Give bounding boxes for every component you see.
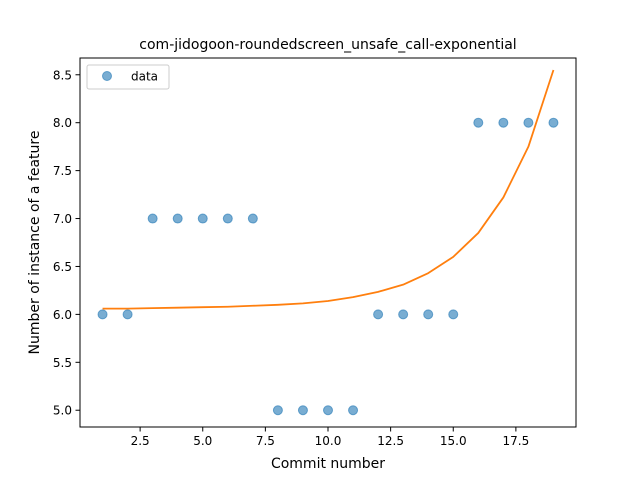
y-tick-label: 6.0 (53, 308, 72, 322)
chart-title: com-jidogoon-roundedscreen_unsafe_call-e… (139, 37, 516, 53)
x-tick-label: 5.0 (193, 434, 212, 448)
data-point (297, 405, 308, 416)
data-point (272, 405, 283, 416)
y-axis-label: Number of instance of a feature (27, 131, 43, 355)
data-point (172, 213, 183, 224)
y-tick-label: 7.5 (53, 164, 72, 178)
legend: data (86, 64, 170, 90)
x-tick-label: 10.0 (315, 434, 342, 448)
x-tick-label: 12.5 (377, 434, 404, 448)
data-point (548, 117, 559, 128)
legend-box (86, 64, 170, 90)
y-axis: 5.0 5.5 6.0 6.5 7.0 7.5 8.0 8.5 (53, 68, 80, 418)
x-tick-label: 15.0 (440, 434, 467, 448)
y-tick-label: 8.0 (53, 116, 72, 130)
data-point (122, 309, 133, 320)
legend-marker-data (102, 71, 112, 81)
data-point (323, 405, 333, 416)
data-point (473, 117, 484, 128)
data-point (498, 117, 509, 128)
data-point (373, 309, 384, 320)
data-point (423, 309, 434, 320)
x-axis: 2.5 5.0 7.5 10.0 12.5 15.0 17.5 (131, 427, 530, 448)
y-tick-label: 8.5 (53, 68, 72, 82)
x-tick-label: 7.5 (256, 434, 275, 448)
data-point (398, 309, 409, 320)
y-tick-label: 7.0 (53, 212, 72, 226)
plot-area (97, 69, 559, 416)
legend-label-data: data (131, 70, 158, 84)
data-point (247, 213, 258, 224)
data-point (147, 213, 158, 224)
x-tick-label: 2.5 (131, 434, 150, 448)
data-point (348, 405, 359, 416)
data-point (448, 309, 459, 320)
data-point (97, 309, 108, 320)
data-point (197, 213, 208, 224)
y-tick-label: 5.5 (53, 356, 72, 370)
data-point (523, 117, 534, 128)
fit-line (102, 69, 555, 310)
x-axis-label: Commit number (271, 456, 385, 472)
y-tick-label: 5.0 (53, 404, 72, 418)
x-tick-label: 17.5 (503, 434, 530, 448)
y-tick-label: 6.5 (53, 260, 72, 274)
data-point (222, 213, 233, 224)
